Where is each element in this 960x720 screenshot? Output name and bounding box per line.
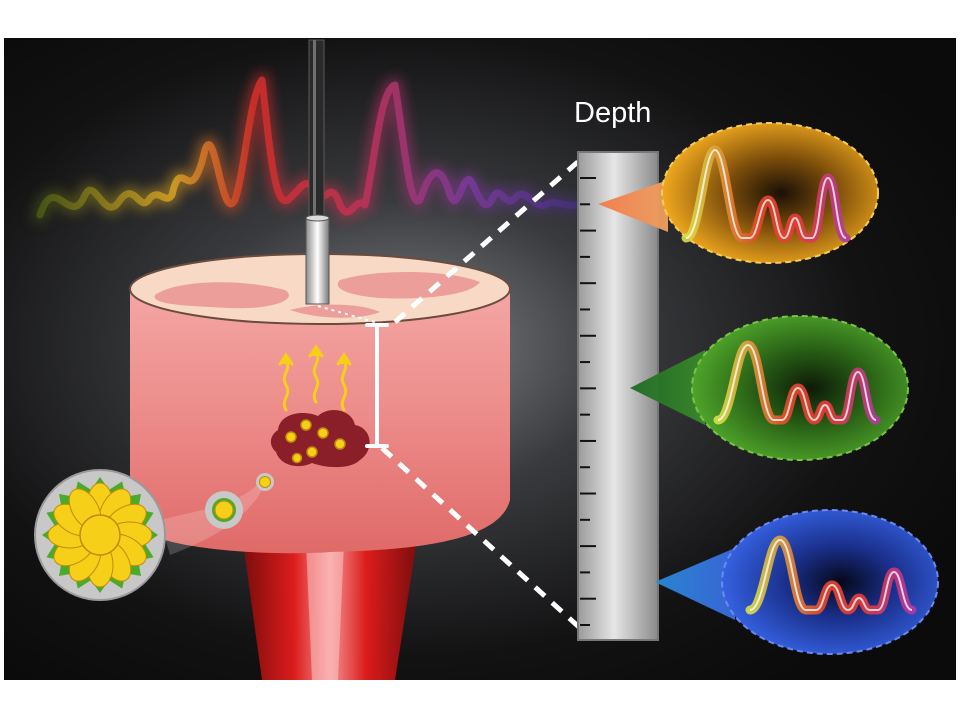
small-nanoparticle [205,491,243,529]
shallow-pointer [598,180,668,232]
heat-wave-icon [278,344,352,412]
middle-pointer [630,350,705,425]
deep-spectrum-bubble [721,509,939,655]
tumor-lesion [270,410,370,468]
nanoparticle-icon [285,419,346,464]
nanoparticle-magnifier [34,469,274,601]
probe-tip-dotted-line [317,305,379,324]
deep-pointer [655,548,735,620]
depth-marker [365,323,389,448]
depth-connector-lines [380,158,582,630]
depth-scale-bar [577,151,659,641]
nanoparticle-core [79,514,121,556]
laser-beam-icon [240,520,420,680]
depth-label: Depth [574,97,651,129]
shallow-spectrum-bubble [661,122,879,264]
needle-probe-icon [305,39,330,305]
tiny-nanoparticle [256,473,274,491]
middle-spectrum-bubble [691,315,909,461]
